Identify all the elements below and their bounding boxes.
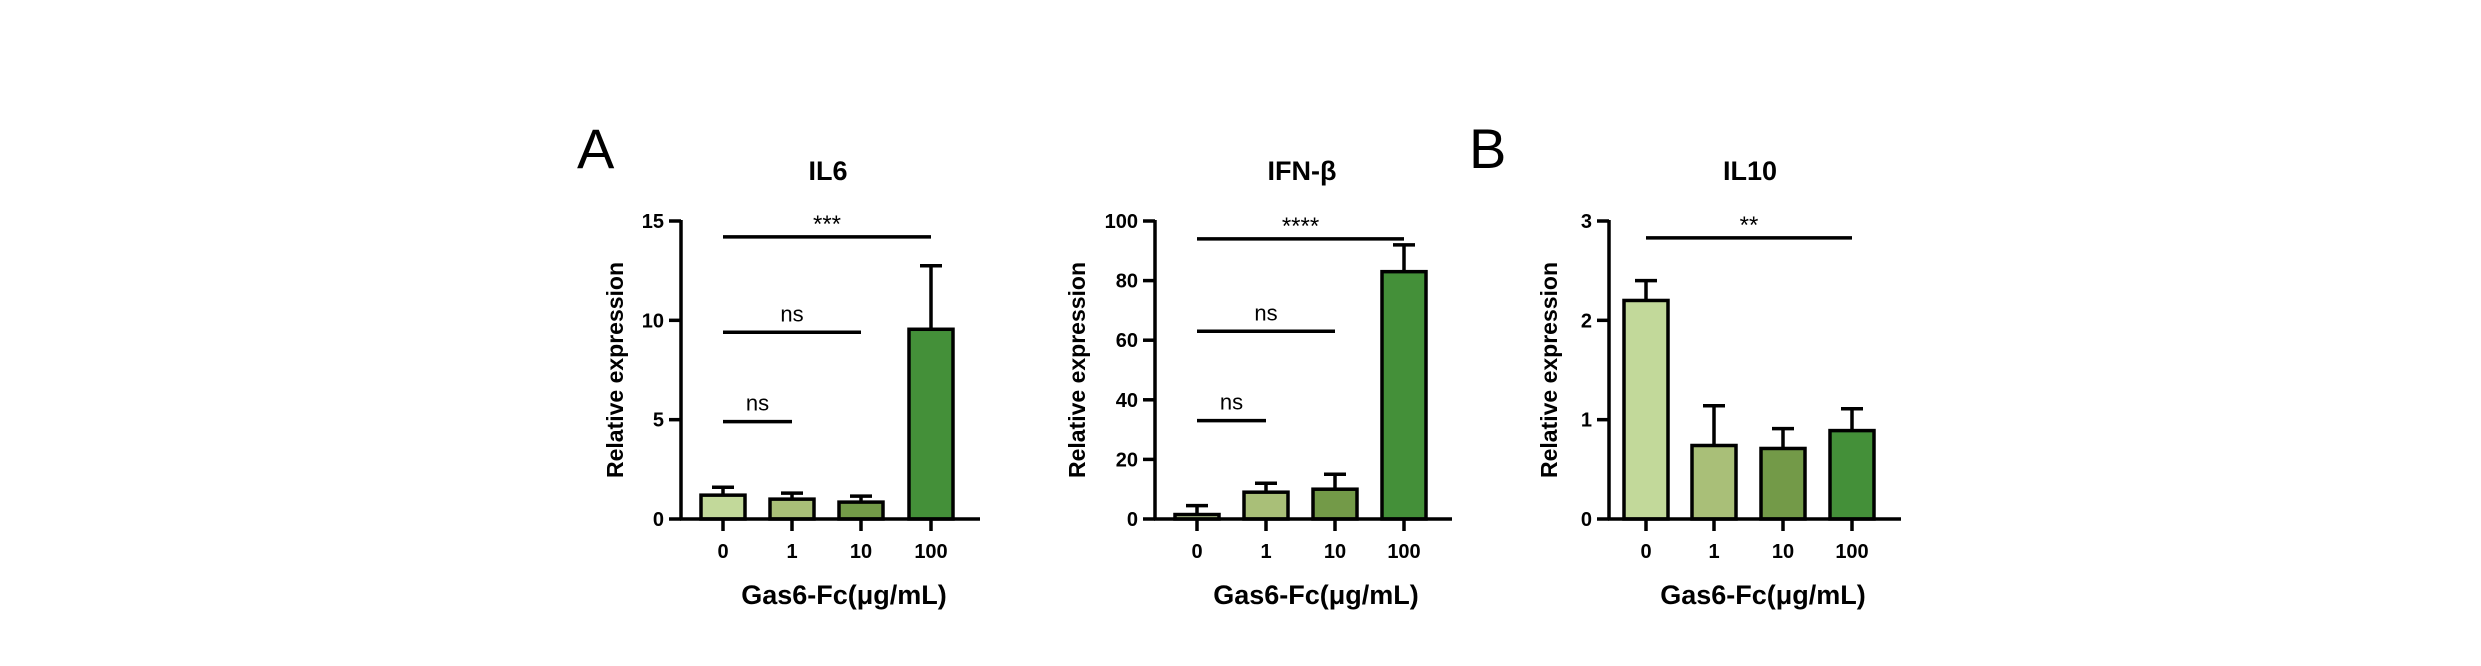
x-tick-label: 100 [1387,541,1420,563]
y-tick-label: 15 [642,211,664,233]
x-axis-label: Gas6-Fc(μg/mL) [741,580,947,610]
y-tick-label: 0 [1581,509,1592,531]
chart-ifn-beta: IFN-β Relative expression Gas6-Fc(μg/mL) 0 2… [1064,156,1452,610]
bar [1759,446,1807,521]
bar [1242,490,1290,521]
panel-letter-b: B [1469,117,1506,180]
significance-label: **** [1282,213,1319,240]
y-tick-label: 0 [1127,509,1138,531]
y-tick-label: 80 [1116,271,1138,293]
x-axis-label: Gas6-Fc(μg/mL) [1660,580,1866,610]
y-tick-label: 3 [1581,211,1592,233]
y-tick-label: 5 [653,410,664,432]
x-tick-label: 1 [786,541,797,563]
chart-title: IL6 [808,156,847,186]
significance-label: ns [780,301,803,326]
y-tick-label: 0 [653,509,664,531]
bar [699,493,747,521]
x-tick-label: 1 [1708,541,1719,563]
x-tick-label: 0 [1191,541,1202,563]
significance-label: ns [746,391,769,416]
x-tick-label: 100 [1835,541,1868,563]
y-tick-label: 10 [642,310,664,332]
chart-title: IFN-β [1268,156,1337,186]
bar [1622,298,1670,521]
significance-label: ns [1220,390,1243,415]
y-tick-label: 100 [1105,211,1138,233]
chart-title: IL10 [1723,156,1777,186]
x-tick-label: 10 [1772,541,1794,563]
chart-il10: IL10 Relative expression Gas6-Fc(μg/mL) 0 1 2… [1536,156,1901,610]
significance-label: ns [1254,300,1277,325]
y-tick-label: 40 [1116,390,1138,412]
x-tick-label: 1 [1260,541,1271,563]
significance-label: ** [1740,212,1759,239]
bar [768,497,816,521]
y-axis-label: Relative expression [602,262,628,478]
y-tick-label: 60 [1116,330,1138,352]
x-axis-label: Gas6-Fc(μg/mL) [1213,580,1419,610]
bar [837,500,885,521]
bar [1311,487,1359,521]
x-tick-label: 0 [1640,541,1651,563]
significance-label: *** [813,211,841,238]
x-tick-label: 100 [914,541,947,563]
y-tick-label: 2 [1581,310,1592,332]
y-axis-label: Relative expression [1064,262,1090,478]
x-tick-label: 0 [717,541,728,563]
bar [1690,443,1738,521]
panel-letter-a: A [577,117,615,180]
y-axis-label: Relative expression [1536,262,1562,478]
x-tick-label: 10 [850,541,872,563]
bar [1380,269,1428,521]
bar [1828,428,1876,521]
x-tick-label: 10 [1324,541,1346,563]
bar [907,327,955,521]
y-tick-label: 20 [1116,449,1138,471]
y-tick-label: 1 [1581,410,1592,432]
